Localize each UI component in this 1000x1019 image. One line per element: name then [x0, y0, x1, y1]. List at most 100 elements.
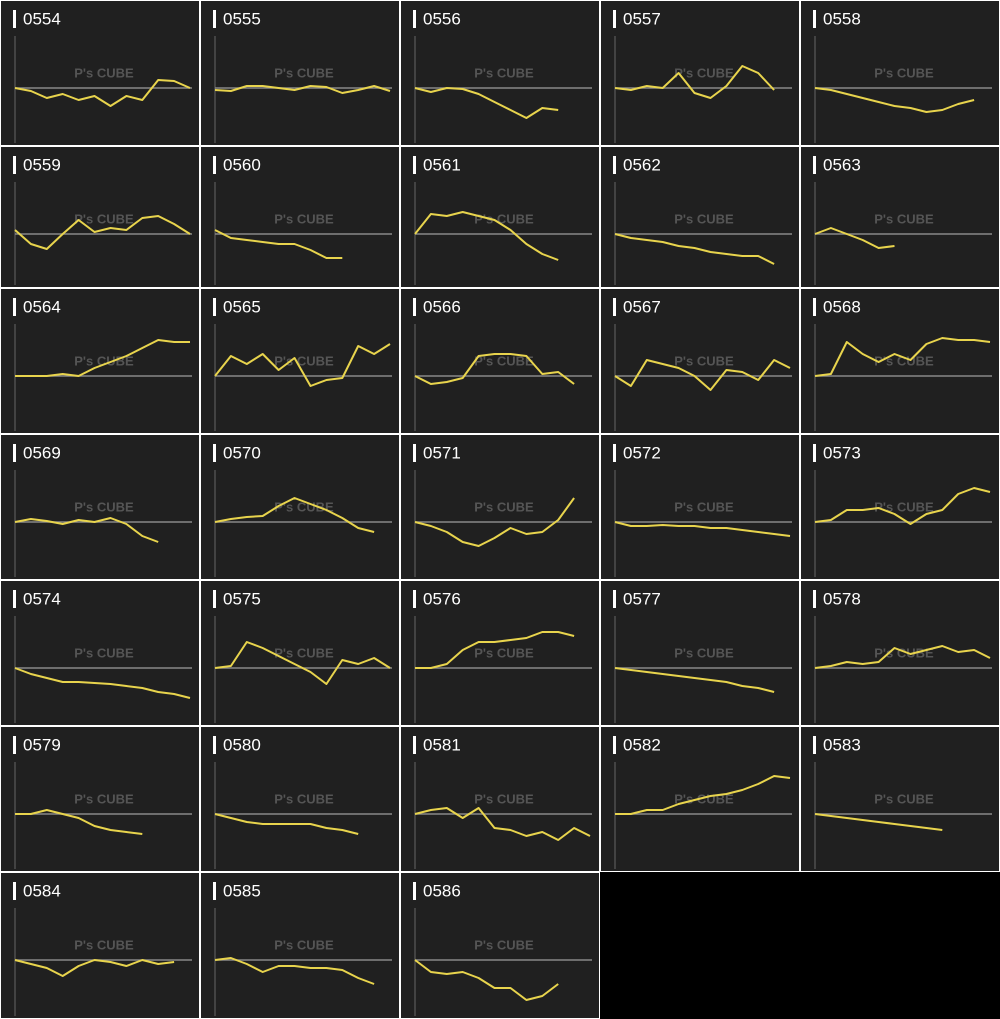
chart-title: 0563: [823, 155, 861, 174]
chart-panel: 0579 P's CUBE: [1, 727, 199, 871]
title-marker: [413, 444, 416, 462]
data-line: [214, 641, 391, 685]
chart-title: 0567: [623, 297, 661, 316]
chart-title: 0573: [823, 443, 861, 462]
chart-title: 0559: [23, 155, 61, 174]
chart-title: 0560: [223, 155, 261, 174]
title-marker: [613, 590, 616, 608]
chart-panel: 0554 P's CUBE: [1, 1, 199, 145]
title-marker: [413, 590, 416, 608]
title-marker: [813, 736, 816, 754]
chart-title: 0572: [623, 443, 661, 462]
chart-title: 0578: [823, 589, 861, 608]
title-marker: [213, 882, 216, 900]
data-line: [414, 497, 575, 547]
panel-background: [801, 147, 999, 287]
chart-panel: 0559 P's CUBE: [1, 147, 199, 287]
data-line: [415, 631, 575, 669]
data-line: [214, 957, 375, 985]
data-line: [14, 517, 159, 543]
data-line: [614, 667, 775, 693]
panel-background: [801, 435, 999, 579]
panel-background: [201, 727, 399, 871]
title-marker: [213, 444, 216, 462]
chart-panel: 0561 P's CUBE: [401, 147, 599, 287]
chart-title: 0556: [423, 9, 461, 28]
watermark: P's CUBE: [74, 353, 134, 368]
title-marker: [13, 156, 16, 174]
panel-background: [1, 581, 199, 725]
data-line: [614, 521, 791, 537]
chart-title: 0571: [423, 443, 461, 462]
chart-panel: 0572 P's CUBE: [601, 435, 799, 579]
chart-title: 0557: [623, 9, 661, 28]
watermark: P's CUBE: [274, 499, 334, 514]
data-line: [614, 65, 775, 99]
chart-title: 0585: [223, 881, 261, 900]
chart-title: 0554: [23, 9, 61, 28]
chart-title: 0564: [23, 297, 61, 316]
panel-background: [201, 1, 399, 145]
panel-background: [201, 873, 399, 1018]
watermark: P's CUBE: [474, 937, 534, 952]
watermark: P's CUBE: [274, 937, 334, 952]
title-marker: [813, 444, 816, 462]
title-marker: [13, 882, 16, 900]
title-marker: [813, 298, 816, 316]
panel-background: [401, 1, 599, 145]
panel-background: [601, 1, 799, 145]
title-marker: [13, 736, 16, 754]
title-marker: [213, 736, 216, 754]
watermark: P's CUBE: [874, 211, 934, 226]
chart-title: 0570: [223, 443, 261, 462]
title-marker: [613, 444, 616, 462]
chart-panel: 0571 P's CUBE: [401, 435, 599, 579]
title-marker: [13, 298, 16, 316]
watermark: P's CUBE: [74, 791, 134, 806]
title-marker: [413, 298, 416, 316]
panel-background: [201, 435, 399, 579]
chart-panel: 0565 P's CUBE: [201, 289, 399, 433]
watermark: P's CUBE: [74, 937, 134, 952]
chart-title: 0569: [23, 443, 61, 462]
data-line: [414, 211, 559, 261]
title-marker: [613, 156, 616, 174]
chart-panel: 0575 P's CUBE: [201, 581, 399, 725]
chart-title: 0582: [623, 735, 661, 754]
panel-background: [401, 873, 599, 1018]
chart-panel: 0573 P's CUBE: [801, 435, 999, 579]
panel-background: [401, 581, 599, 725]
data-line: [614, 359, 791, 391]
data-line: [814, 487, 991, 525]
chart-title: 0562: [623, 155, 661, 174]
title-marker: [413, 882, 416, 900]
chart-title: 0579: [23, 735, 61, 754]
watermark: P's CUBE: [274, 353, 334, 368]
title-marker: [613, 298, 616, 316]
empty-area: [600, 872, 1000, 1019]
data-line: [814, 227, 895, 249]
title-marker: [213, 10, 216, 28]
panel-background: [201, 581, 399, 725]
watermark: P's CUBE: [274, 645, 334, 660]
data-line: [214, 497, 375, 533]
chart-title: 0561: [423, 155, 461, 174]
title-marker: [213, 298, 216, 316]
panel-background: [601, 147, 799, 287]
chart-panel: 0585 P's CUBE: [201, 873, 399, 1018]
panel-background: [401, 147, 599, 287]
chart-panel: 0569 P's CUBE: [1, 435, 199, 579]
title-marker: [13, 590, 16, 608]
chart-panel: 0562 P's CUBE: [601, 147, 799, 287]
watermark: P's CUBE: [274, 791, 334, 806]
data-line: [214, 229, 343, 259]
watermark: P's CUBE: [474, 499, 534, 514]
chart-panel: 0564 P's CUBE: [1, 289, 199, 433]
data-line: [14, 959, 175, 977]
title-marker: [213, 156, 216, 174]
chart-title: 0575: [223, 589, 261, 608]
chart-panel: 0580 P's CUBE: [201, 727, 399, 871]
watermark: P's CUBE: [474, 65, 534, 80]
